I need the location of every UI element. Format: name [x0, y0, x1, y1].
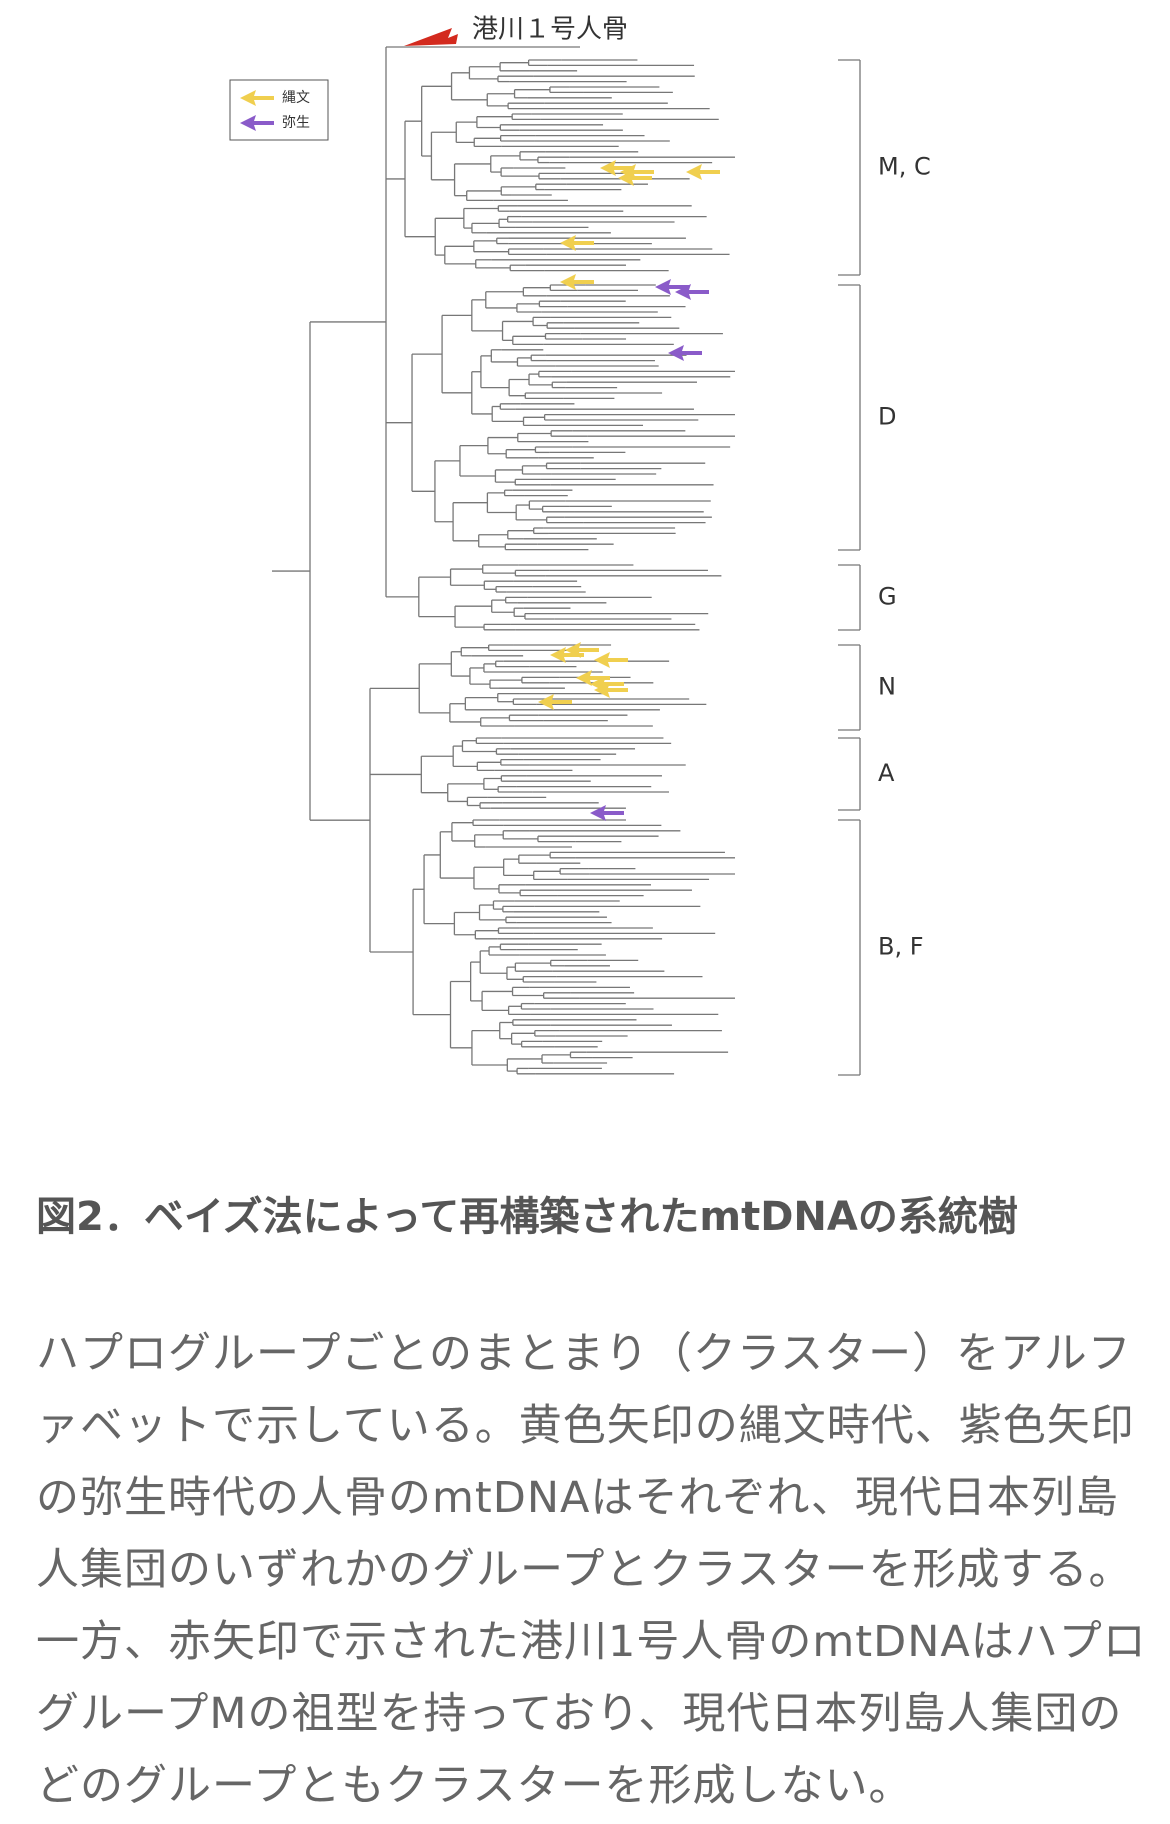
marker-arrow: [538, 694, 572, 710]
marker-arrow: [576, 670, 610, 686]
marker-arrow: [565, 642, 599, 658]
legend-arrow-yellow: [240, 90, 274, 106]
marker-arrow: [618, 170, 652, 186]
red-arrow: [404, 28, 458, 46]
legend-arrow-purple: [240, 115, 274, 131]
marker-arrow: [594, 682, 628, 698]
marker-arrow: [675, 284, 709, 300]
legend-label: 縄文: [282, 90, 310, 106]
group-label: G: [878, 583, 897, 611]
marker-arrow: [560, 235, 594, 251]
group-label: B, F: [878, 933, 924, 961]
figure-caption: 図2．ベイズ法によって再構築されたmtDNAの系統樹: [36, 1194, 1018, 1240]
legend-label: 弥生: [282, 114, 310, 131]
marker-arrow: [560, 274, 594, 290]
specimen-label: 港川１号人骨: [472, 15, 628, 45]
marker-arrow: [550, 647, 584, 663]
marker-arrow: [668, 345, 702, 361]
group-label: M, C: [878, 153, 931, 181]
marker-arrow: [594, 652, 628, 668]
marker-arrow: [590, 805, 624, 821]
legend-box: [229, 79, 329, 141]
body-paragraph: ハプログループごとのまとまり（クラスター）をアルファベットで示している。黄色矢印…: [36, 1329, 1147, 1811]
group-label: N: [878, 673, 896, 701]
marker-arrow: [600, 160, 634, 176]
phylogenetic-tree-figure: 縄文 弥生 港川１号人骨 M, C D G N A B, F: [229, 15, 931, 1076]
marker-arrow: [655, 279, 689, 295]
group-label: A: [878, 759, 895, 787]
group-label: D: [878, 403, 896, 431]
marker-arrow: [686, 164, 720, 180]
